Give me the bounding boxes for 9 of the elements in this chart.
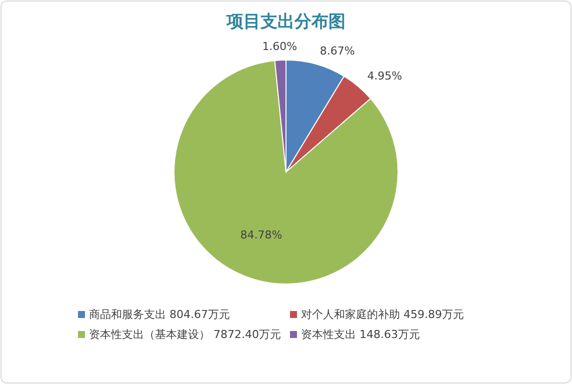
legend-item: 资本性支出（基本建设） 7872.40万元: [78, 328, 281, 341]
legend-item: 资本性支出 148.63万元: [290, 328, 420, 341]
data-label: 8.67%: [320, 44, 355, 58]
data-label: 84.78%: [240, 228, 282, 242]
legend-item: 商品和服务支出 804.67万元: [78, 308, 230, 321]
data-label: 4.95%: [367, 70, 402, 83]
chart-title: 项目支出分布图: [226, 12, 346, 32]
data-label: 1.60%: [262, 40, 298, 54]
legend-item: 对个人和家庭的补助 459.89万元: [290, 308, 464, 321]
